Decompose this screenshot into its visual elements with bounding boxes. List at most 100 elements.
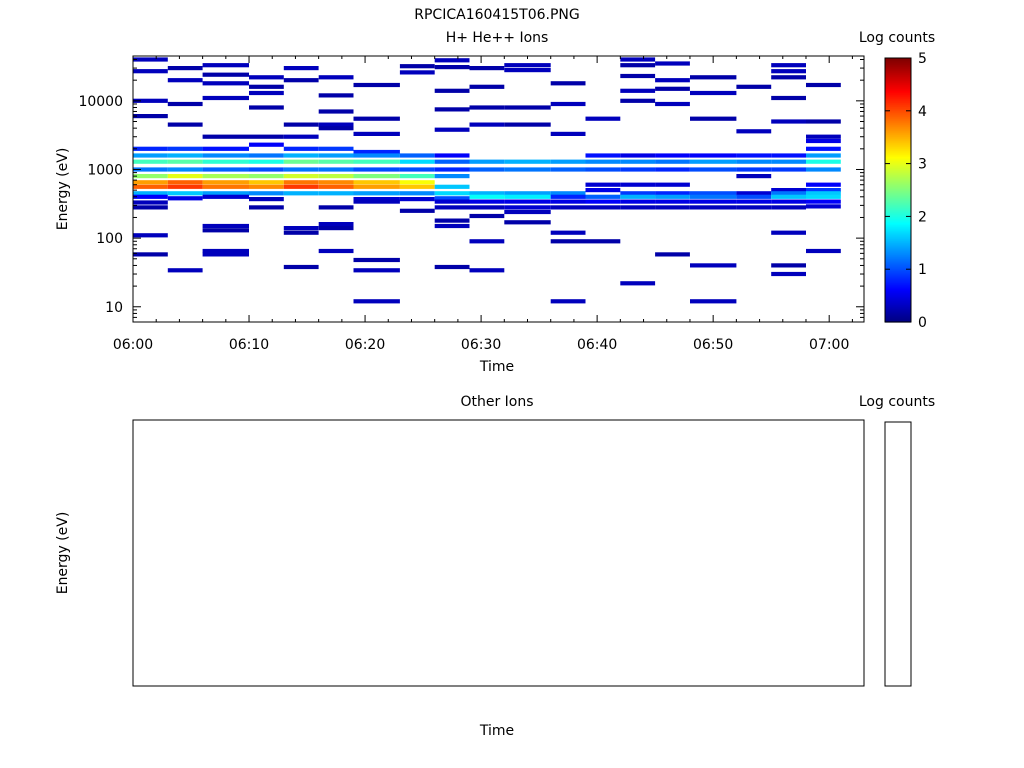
heatmap-cell: [133, 184, 168, 189]
heatmap-cell: [399, 153, 435, 158]
heatmap-cell: [202, 63, 249, 68]
heatmap-cell: [655, 86, 690, 91]
heatmap-cell: [249, 75, 284, 80]
heatmap-cell: [550, 239, 586, 244]
heatmap-cell: [434, 205, 470, 210]
panel-title: H+ He++ Ions: [446, 30, 549, 46]
heatmap-cell: [167, 66, 203, 71]
colorbar-segment: [885, 316, 911, 319]
colorbar-segment: [885, 74, 911, 77]
heatmap-cell: [202, 228, 249, 233]
heatmap-cell: [249, 84, 284, 89]
heatmap-cell: [283, 66, 319, 71]
heatmap-cell: [434, 159, 470, 164]
heatmap-cell: [585, 153, 621, 158]
colorbar-segment: [885, 296, 911, 299]
heatmap-cell: [620, 194, 656, 199]
heatmap-cell: [655, 194, 690, 199]
plot-frame: [132, 55, 865, 323]
colorbar-segment: [885, 70, 911, 73]
colorbar: Log counts: [859, 394, 935, 687]
heatmap-cell: [771, 153, 806, 158]
colorbar-segment: [885, 192, 911, 195]
heatmap-cell: [690, 199, 737, 204]
colorbar-segment: [885, 310, 911, 313]
heatmap-cell: [806, 134, 841, 139]
colorbar-segment: [885, 110, 911, 113]
heatmap-cell: [283, 230, 319, 235]
heatmap-cell: [353, 197, 400, 202]
heatmap-cell: [283, 146, 319, 151]
y-axis-label: Energy (eV): [55, 512, 71, 595]
colorbar-segment: [885, 254, 911, 257]
heatmap-cell: [736, 153, 772, 158]
heatmap-cell: [771, 230, 806, 235]
colorbar-segment: [885, 90, 911, 93]
y-axis: 10 100 1000 10000: [78, 59, 864, 323]
heatmap-cell: [736, 194, 772, 199]
heatmap-cell: [283, 122, 319, 127]
x-tick-label: 06:40: [577, 337, 617, 353]
heatmap-cell: [202, 159, 249, 164]
colorbar-segment: [885, 180, 911, 183]
colorbar-segment: [885, 120, 911, 123]
heatmap-cell: [249, 184, 284, 189]
heatmap-cell: [133, 98, 168, 103]
heatmap-cell: [620, 199, 656, 204]
heatmap-cell: [585, 199, 621, 204]
heatmap-cell: [620, 63, 656, 68]
heatmap-cell: [504, 68, 551, 73]
heatmap-cell: [353, 191, 400, 196]
heatmap-cell: [550, 299, 586, 304]
colorbar-segment: [885, 214, 911, 217]
x-tick-label: 06:20: [345, 337, 385, 353]
colorbar-segment: [885, 106, 911, 109]
heatmap-cell: [690, 191, 737, 196]
heatmap-cell: [434, 88, 470, 93]
heatmap-cell: [550, 199, 586, 204]
heatmap-cell: [806, 159, 841, 164]
colorbar-segment: [885, 164, 911, 167]
colorbar-tick-label: 4: [918, 104, 927, 120]
heatmap-cell: [434, 107, 470, 112]
colorbar-segment: [885, 282, 911, 285]
colorbar-segment: [885, 258, 911, 261]
heatmap-cell: [620, 191, 656, 196]
heatmap-cell: [202, 248, 249, 254]
heatmap-cell: [399, 184, 435, 189]
x-axis-label: Time: [479, 359, 514, 375]
heatmap-cell: [283, 174, 319, 179]
heatmap-cell: [771, 199, 806, 204]
colorbar-tick-label: 5: [918, 51, 927, 67]
colorbar-segment: [885, 108, 911, 111]
heatmap-cell: [202, 146, 249, 151]
colorbar-segment: [885, 186, 911, 189]
heatmap-cell: [353, 184, 400, 189]
heatmap-cell: [353, 131, 400, 136]
heatmap-cell: [202, 72, 249, 77]
heatmap-cell: [399, 70, 435, 75]
colorbar-segment: [885, 284, 911, 287]
heatmap-cell: [202, 81, 249, 86]
heatmap-cell: [550, 194, 586, 199]
heatmap-cell: [469, 122, 505, 127]
colorbar-segment: [885, 314, 911, 317]
panel-h-he-ions: H+ He++ Ions 06:00 06:10 06:20 06:30 06:40 06…: [55, 30, 935, 375]
heatmap-cell: [399, 197, 435, 202]
heatmap-cell: [771, 188, 806, 193]
y-axis-label: Energy (eV): [55, 148, 71, 231]
colorbar-segment: [885, 122, 911, 125]
y-tick-label: 10: [105, 300, 123, 316]
heatmap-cell: [249, 90, 284, 96]
heatmap-cell: [806, 191, 841, 196]
heatmap-cell: [353, 149, 400, 155]
heatmap-cell: [434, 264, 470, 270]
heatmap-cell: [771, 63, 806, 68]
heatmap-cell: [504, 199, 551, 204]
colorbar-segment: [885, 184, 911, 187]
colorbar-segment: [885, 116, 911, 119]
heatmap-cell: [736, 174, 772, 179]
heatmap-cell: [655, 159, 690, 164]
heatmap-cell: [318, 191, 354, 196]
heatmap-cell: [399, 159, 435, 164]
